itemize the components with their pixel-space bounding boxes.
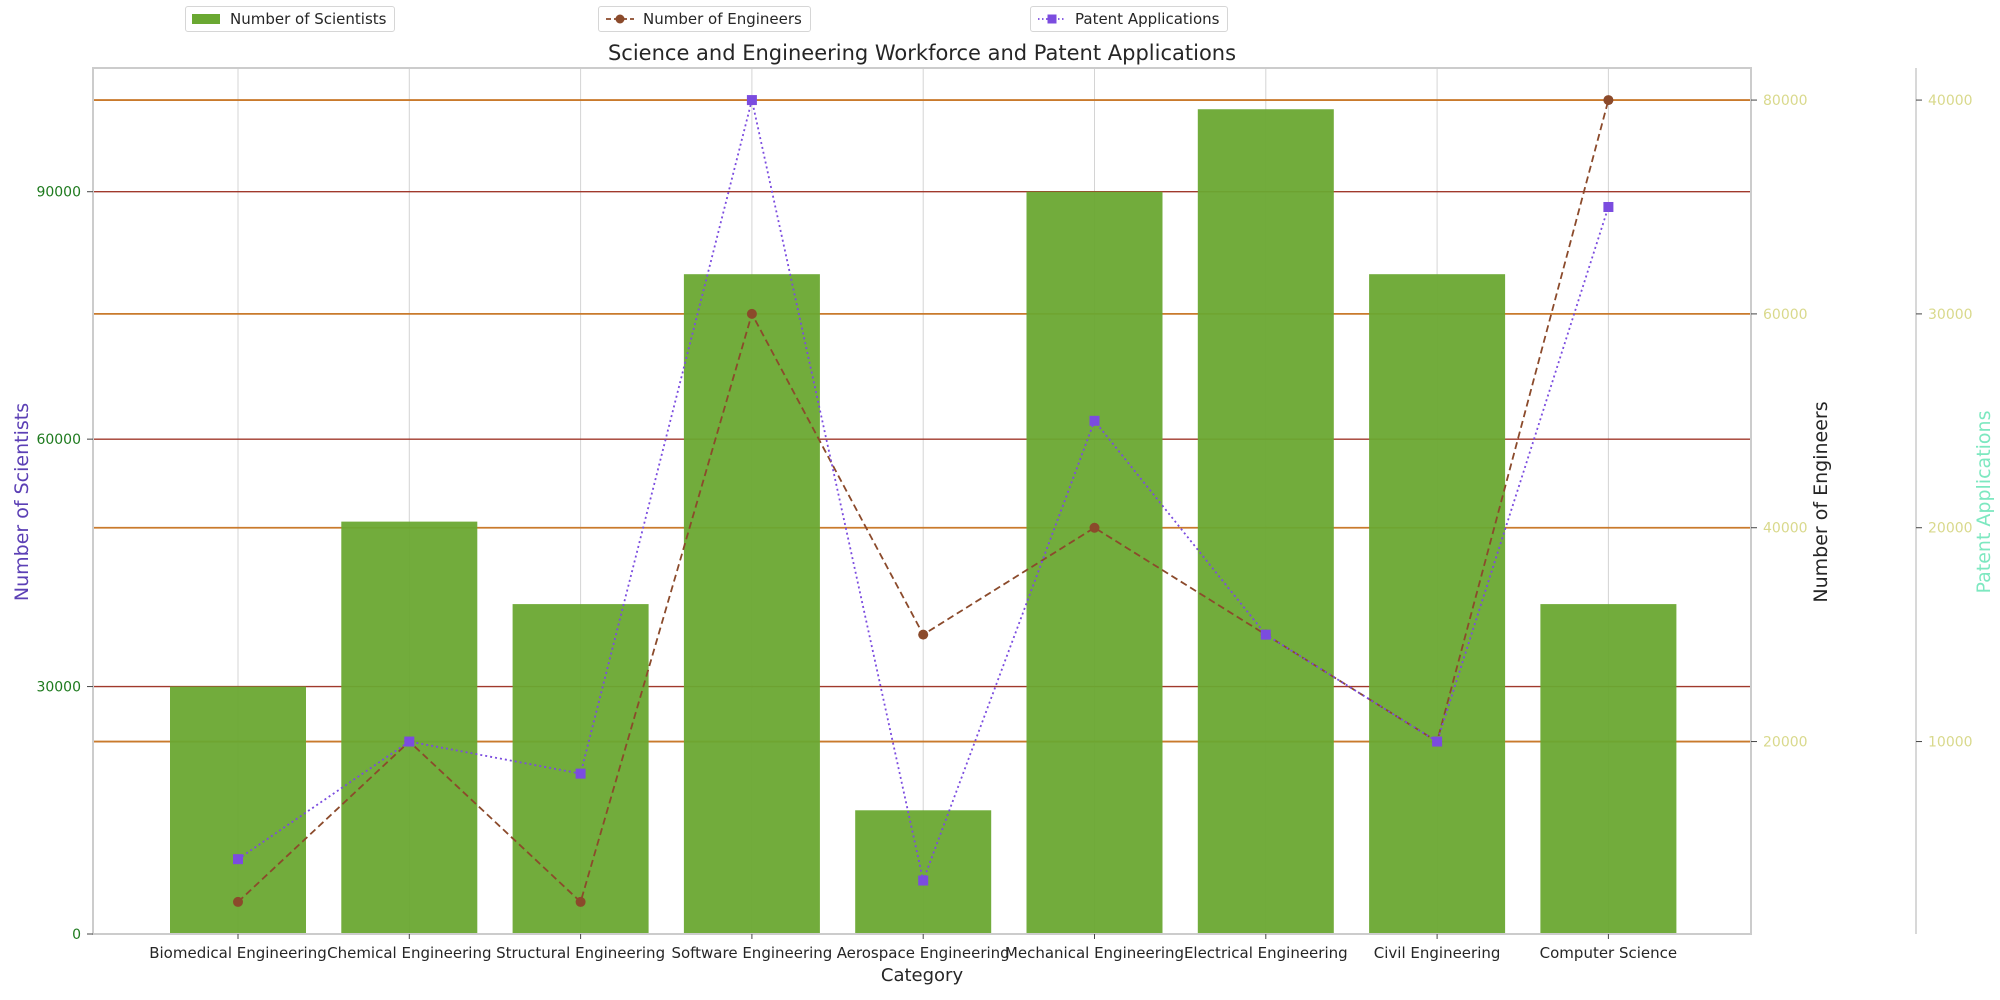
left-tick-label: 90000 (36, 185, 81, 201)
engineers-marker (1089, 522, 1100, 533)
legend-engineers-label: Number of Engineers (643, 10, 802, 28)
x-axis-label: Category (881, 965, 964, 986)
right2-axis-label: Patent Applications (1973, 411, 1995, 594)
engineers-marker (1603, 95, 1614, 106)
legend-engineers[interactable]: Number of Engineers (598, 6, 811, 32)
right2-tick-label: 40000 (1928, 93, 1973, 109)
x-tick-label: Electrical Engineering (1184, 944, 1348, 962)
x-tick-label: Software Engineering (671, 944, 832, 962)
bar-layer (170, 109, 1677, 934)
patents-marker (404, 736, 415, 747)
patents-marker (233, 854, 243, 865)
dotted-line-square-icon (1038, 14, 1066, 24)
scientists-bar (341, 521, 478, 934)
x-tick-label: Structural Engineering (496, 944, 665, 962)
left-axis-label: Number of Scientists (11, 403, 33, 601)
patents-marker (1603, 201, 1614, 212)
patents-marker (918, 875, 929, 886)
patents-marker (575, 768, 586, 779)
x-tick-label: Aerospace Engineering (837, 944, 1010, 962)
scientists-bar (1369, 274, 1506, 934)
x-tick-label: Chemical Engineering (327, 944, 491, 962)
bar-swatch-icon (192, 14, 220, 24)
right1-tick-label: 60000 (1763, 307, 1808, 323)
axis-layer: 0 30000 60000 90000 20000 40000 60000 80000 1000… (36, 67, 1973, 962)
legend-scientists[interactable]: Number of Scientists (185, 6, 396, 32)
left-tick-label: 0 (72, 927, 81, 943)
dashed-line-circle-icon (606, 14, 634, 24)
scientists-bar (170, 686, 306, 934)
patents-marker (746, 95, 757, 106)
line-layer (233, 95, 1614, 907)
right1-axis-label: Number of Engineers (1810, 401, 1832, 602)
x-tick-label: Biomedical Engineering (149, 944, 327, 962)
legend-patents[interactable]: Patent Applications (1030, 6, 1229, 32)
x-tick-label: Civil Engineering (1374, 944, 1501, 962)
legend-scientists-label: Number of Scientists (230, 10, 387, 28)
right2-tick-label: 30000 (1928, 307, 1973, 323)
scientists-bar (855, 810, 992, 934)
engineers-marker (746, 308, 757, 319)
right1-tick-label: 20000 (1763, 735, 1808, 751)
chart-title: Science and Engineering Workforce and Pa… (608, 41, 1236, 65)
right1-tick-label: 40000 (1763, 521, 1808, 537)
engineers-marker (918, 629, 929, 640)
engineers-marker (233, 896, 243, 907)
left-tick-label: 30000 (36, 680, 81, 696)
patents-marker (1432, 736, 1443, 747)
legend-patents-label: Patent Applications (1075, 10, 1220, 28)
scientists-bar (1197, 109, 1334, 934)
patents-marker (1260, 629, 1271, 640)
patents-marker (1089, 415, 1100, 426)
plot-frame (92, 67, 1752, 935)
right2-tick-label: 20000 (1928, 521, 1973, 537)
scientists-bar (683, 274, 820, 934)
x-tick-label: Mechanical Engineering (1005, 944, 1184, 962)
left-tick-label: 60000 (36, 432, 81, 448)
scientists-bar (1026, 191, 1163, 934)
scientists-bar (1540, 604, 1677, 934)
engineers-marker (575, 896, 586, 907)
right1-tick-label: 80000 (1763, 93, 1808, 109)
right2-tick-label: 10000 (1928, 735, 1973, 751)
x-tick-label: Computer Science (1540, 944, 1677, 962)
